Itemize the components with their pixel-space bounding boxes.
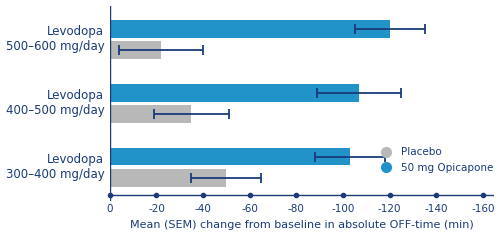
Bar [110, 148, 350, 166]
Bar [110, 84, 360, 102]
Bar [110, 20, 390, 37]
X-axis label: Mean (SEM) change from baseline in absolute OFF-time (min): Mean (SEM) change from baseline in absol… [130, 220, 474, 230]
Bar [110, 105, 192, 123]
Bar [110, 41, 161, 59]
Bar [110, 169, 226, 187]
Legend: Placebo, 50 mg Opicapone: Placebo, 50 mg Opicapone [376, 147, 493, 173]
